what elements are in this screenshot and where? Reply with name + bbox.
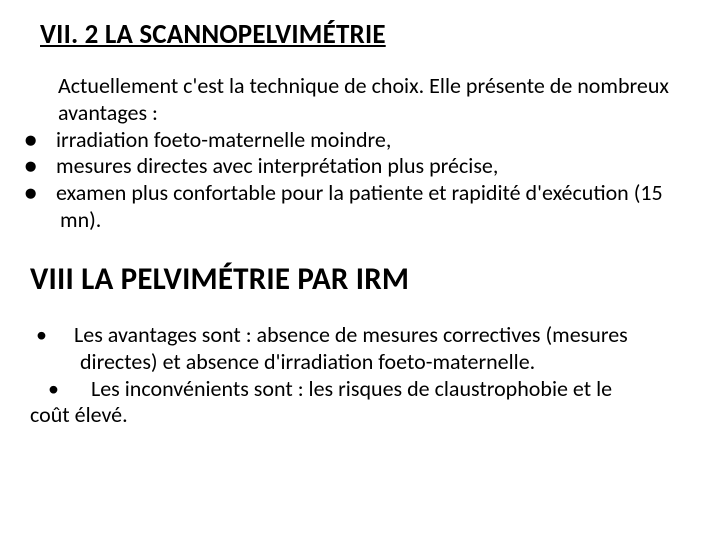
section-heading-1: VII. 2 LA SCANNOPELVIMÉTRIE — [40, 18, 690, 51]
list-item-text: Les inconvénients sont : les risques de … — [86, 375, 612, 402]
bullet-icon: • — [58, 322, 74, 349]
advantages-list: ●irradiation foeto-maternelle moindre, ●… — [34, 127, 690, 234]
bullet-icon: • — [70, 376, 86, 403]
irm-list: •Les avantages sont : absence de mesures… — [30, 322, 690, 429]
list-item: • Les inconvénients sont : les risques d… — [30, 376, 690, 403]
list-item-continuation: coût élevé. — [30, 402, 690, 429]
list-item-text: mesures directes avec interprétation plu… — [56, 152, 498, 179]
list-item-text: irradiation foeto-maternelle moindre, — [56, 126, 391, 153]
list-item: ●irradiation foeto-maternelle moindre, — [34, 127, 690, 154]
bullet-icon: ● — [42, 127, 56, 154]
bullet-icon: ● — [42, 180, 56, 207]
slide: VII. 2 LA SCANNOPELVIMÉTRIE Actuellement… — [0, 0, 720, 540]
list-item: ●mesures directes avec interprétation pl… — [34, 153, 690, 180]
list-item-text: examen plus confortable pour la patiente… — [56, 179, 663, 233]
list-item: •Les avantages sont : absence de mesures… — [30, 322, 690, 376]
list-item-text: coût élevé. — [30, 401, 128, 428]
intro-paragraph: Actuellement c'est la technique de choix… — [58, 73, 690, 127]
bullet-icon: ● — [42, 153, 56, 180]
section-heading-2: VIII LA PELVIMÉTRIE PAR IRM — [30, 260, 690, 298]
list-item: ●examen plus confortable pour la patient… — [34, 180, 690, 234]
list-item-text: Les avantages sont : absence de mesures … — [74, 321, 628, 375]
